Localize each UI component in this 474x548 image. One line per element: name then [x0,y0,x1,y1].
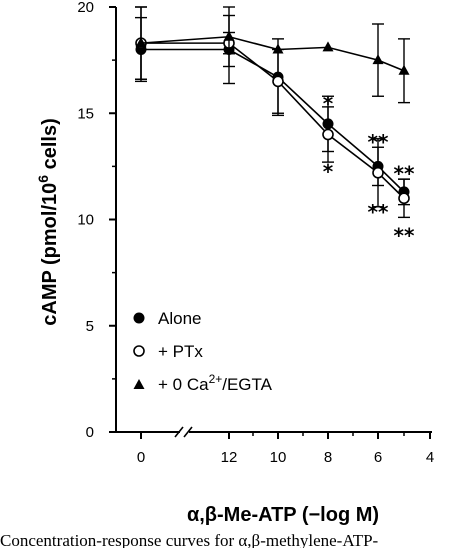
series-line-1 [141,42,405,199]
data-point-ptx [398,192,410,205]
x-axis-break-mark [183,426,193,438]
x-axis-label: α,β-Me-ATP (−log M) [187,504,379,526]
series-line-2 [140,35,405,72]
legend-item-egta: + 0 Ca2+/EGTA [133,372,273,394]
y-axis-label-sup: 6 [35,175,51,183]
legend-label-egta-pre: + 0 Ca [158,375,209,394]
x-tick-label: 4 [426,449,434,466]
y-tick-label: 10 [77,212,94,229]
y-axis-label-main: cAMP (pmol/10 [39,183,61,326]
legend-marker-filled-circle [133,312,145,324]
plot-area: ********** [135,6,415,247]
legend: Alone + PTx + 0 Ca2+/EGTA [133,309,273,394]
significance-star: ** [394,223,415,247]
data-point-egta [272,43,284,54]
x-tick-label: 12 [221,449,238,466]
legend-label-alone: Alone [158,309,201,328]
significance-star: ** [368,200,389,224]
data-point-egta [372,54,384,65]
data-point-ptx [372,166,384,179]
series-line-0 [141,48,405,193]
axes: 0 5 10 15 20 0 12 10 8 6 4 [77,0,434,466]
data-point-egta [223,30,235,41]
legend-item-ptx: + PTx [133,342,203,361]
y-axis-label-tail: cells) [39,118,61,175]
figure-caption: Concentration-response curves for α,β-me… [0,531,379,548]
legend-label-egta-post: /EGTA [222,375,272,394]
y-tick-label: 5 [86,318,94,335]
data-point-egta [135,37,147,48]
x-tick-label: 6 [374,449,382,466]
x-tick-label: 10 [270,449,287,466]
x-axis-break-mark [174,426,184,438]
legend-label-egta: + 0 Ca2+/EGTA [158,372,273,394]
significance-star: * [323,160,334,184]
data-point-ptx [272,75,284,88]
significance-star: ** [394,162,415,186]
significance-star: ** [368,130,389,154]
legend-item-alone: Alone [133,309,201,328]
legend-label-egta-sup: 2+ [209,372,223,386]
x-tick-label: 0 [137,449,145,466]
legend-label-ptx: + PTx [158,342,203,361]
y-tick-label: 20 [77,0,94,16]
legend-marker-filled-triangle [133,379,145,389]
data-point-egta [398,64,410,75]
significance-star: * [323,92,334,116]
data-point-ptx [322,128,334,141]
y-tick-label: 0 [86,424,94,441]
y-tick-label: 15 [77,105,94,122]
legend-marker-open-circle [133,345,145,357]
x-tick-label: 8 [324,449,332,466]
data-point-egta [322,41,334,52]
y-axis-label: cAMP (pmol/106 cells) [35,118,61,326]
